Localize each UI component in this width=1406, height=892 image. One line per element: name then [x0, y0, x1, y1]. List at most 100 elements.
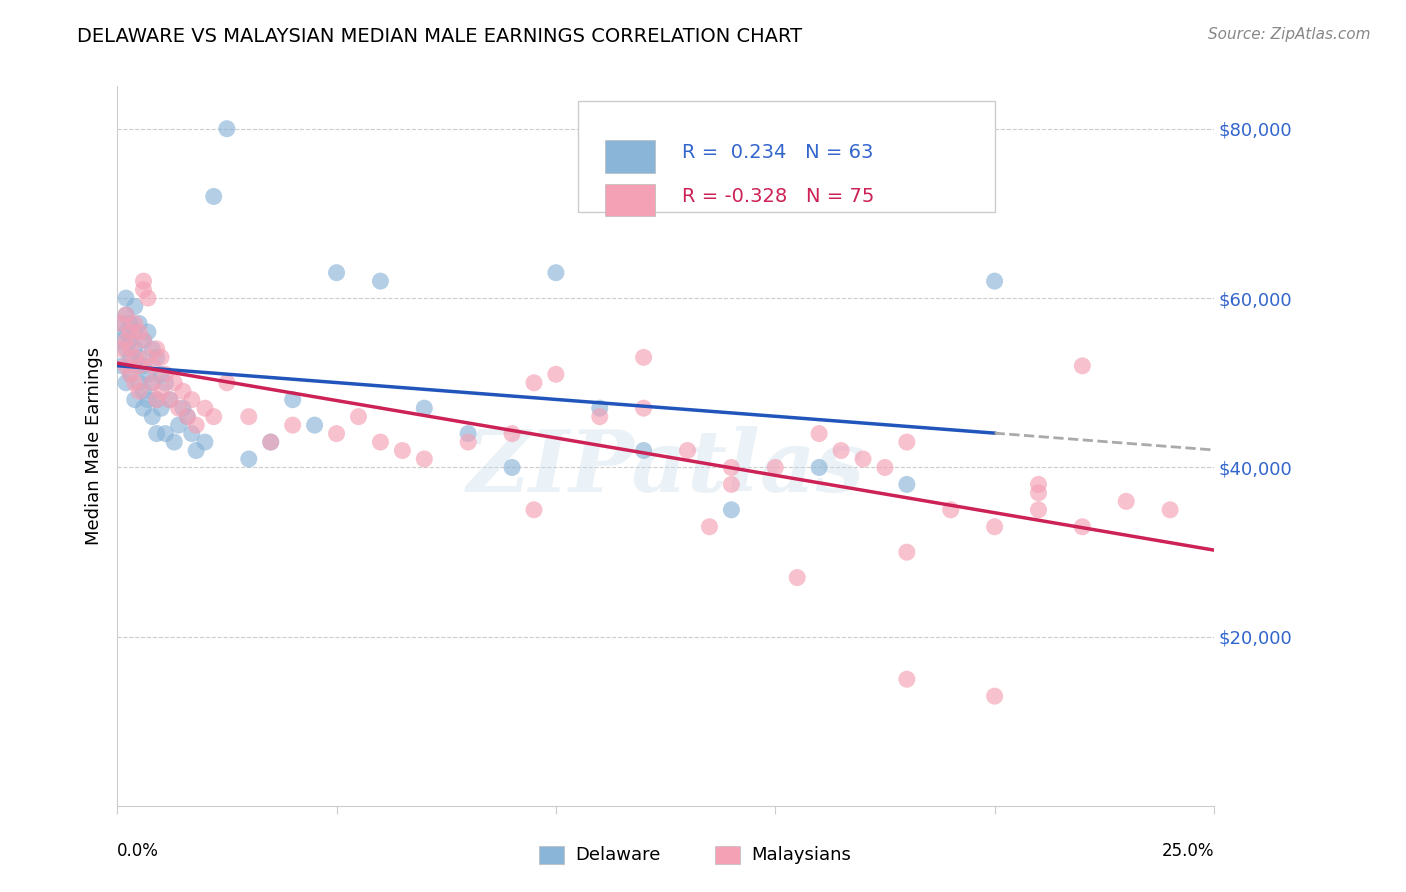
Point: [145, 392, 167, 407]
Point: [136, 351, 159, 365]
Point: [186, 443, 208, 458]
Point: [501, 460, 523, 475]
Point: [873, 460, 896, 475]
Point: [120, 325, 142, 339]
Point: [523, 503, 546, 517]
Point: [544, 266, 567, 280]
Point: [1159, 503, 1181, 517]
Point: [983, 689, 1005, 703]
Point: [167, 401, 190, 416]
Point: [1071, 359, 1094, 373]
Point: [501, 426, 523, 441]
Point: [180, 392, 202, 407]
Point: [633, 351, 655, 365]
FancyBboxPatch shape: [578, 101, 994, 212]
Point: [413, 401, 436, 416]
Text: 25.0%: 25.0%: [1161, 842, 1213, 860]
Text: 0.0%: 0.0%: [117, 842, 159, 860]
Point: [786, 570, 808, 584]
Point: [110, 334, 132, 348]
Point: [132, 274, 155, 288]
Point: [281, 418, 304, 433]
Point: [215, 121, 238, 136]
Point: [124, 300, 146, 314]
Point: [115, 342, 138, 356]
Point: [120, 317, 142, 331]
Point: [896, 435, 918, 450]
Point: [457, 435, 479, 450]
Point: [159, 392, 181, 407]
Point: [699, 520, 721, 534]
Point: [115, 325, 138, 339]
Point: [896, 477, 918, 491]
Point: [141, 342, 163, 356]
Point: [141, 376, 163, 390]
Point: [1071, 520, 1094, 534]
Point: [128, 359, 150, 373]
Text: Malaysians: Malaysians: [751, 847, 851, 864]
Point: [128, 384, 150, 399]
Point: [124, 351, 146, 365]
Point: [163, 435, 186, 450]
FancyBboxPatch shape: [605, 184, 655, 216]
Point: [544, 368, 567, 382]
Point: [150, 351, 173, 365]
Point: [720, 503, 742, 517]
Point: [983, 274, 1005, 288]
Point: [124, 342, 146, 356]
Point: [186, 418, 208, 433]
Point: [132, 283, 155, 297]
Point: [124, 325, 146, 339]
Text: DELAWARE VS MALAYSIAN MEDIAN MALE EARNINGS CORRELATION CHART: DELAWARE VS MALAYSIAN MEDIAN MALE EARNIN…: [77, 27, 803, 45]
Point: [128, 325, 150, 339]
Point: [176, 409, 198, 424]
Point: [128, 351, 150, 365]
Point: [124, 392, 146, 407]
Y-axis label: Median Male Earnings: Median Male Earnings: [86, 347, 103, 545]
Point: [523, 376, 546, 390]
Point: [413, 452, 436, 467]
Point: [896, 672, 918, 686]
Point: [141, 359, 163, 373]
Point: [633, 443, 655, 458]
Point: [457, 426, 479, 441]
Point: [633, 401, 655, 416]
Point: [110, 317, 132, 331]
Point: [141, 376, 163, 390]
Point: [180, 426, 202, 441]
Point: [145, 426, 167, 441]
Point: [124, 376, 146, 390]
Point: [830, 443, 852, 458]
Point: [808, 426, 831, 441]
Point: [260, 435, 283, 450]
Point: [159, 392, 181, 407]
Point: [136, 392, 159, 407]
Point: [120, 342, 142, 356]
Point: [808, 460, 831, 475]
Point: [132, 334, 155, 348]
Point: [120, 368, 142, 382]
Point: [589, 409, 612, 424]
Point: [347, 409, 370, 424]
Point: [110, 359, 132, 373]
Point: [150, 368, 173, 382]
Point: [983, 520, 1005, 534]
Point: [136, 368, 159, 382]
Point: [128, 359, 150, 373]
Point: [120, 334, 142, 348]
Text: Source: ZipAtlas.com: Source: ZipAtlas.com: [1208, 27, 1371, 42]
Point: [202, 409, 225, 424]
Point: [145, 342, 167, 356]
Point: [110, 342, 132, 356]
Point: [260, 435, 283, 450]
Point: [155, 368, 177, 382]
Point: [128, 317, 150, 331]
Point: [896, 545, 918, 559]
Point: [172, 384, 194, 399]
Point: [852, 452, 875, 467]
Point: [720, 460, 742, 475]
Point: [176, 409, 198, 424]
Point: [150, 401, 173, 416]
Point: [1115, 494, 1137, 508]
Point: [370, 435, 392, 450]
